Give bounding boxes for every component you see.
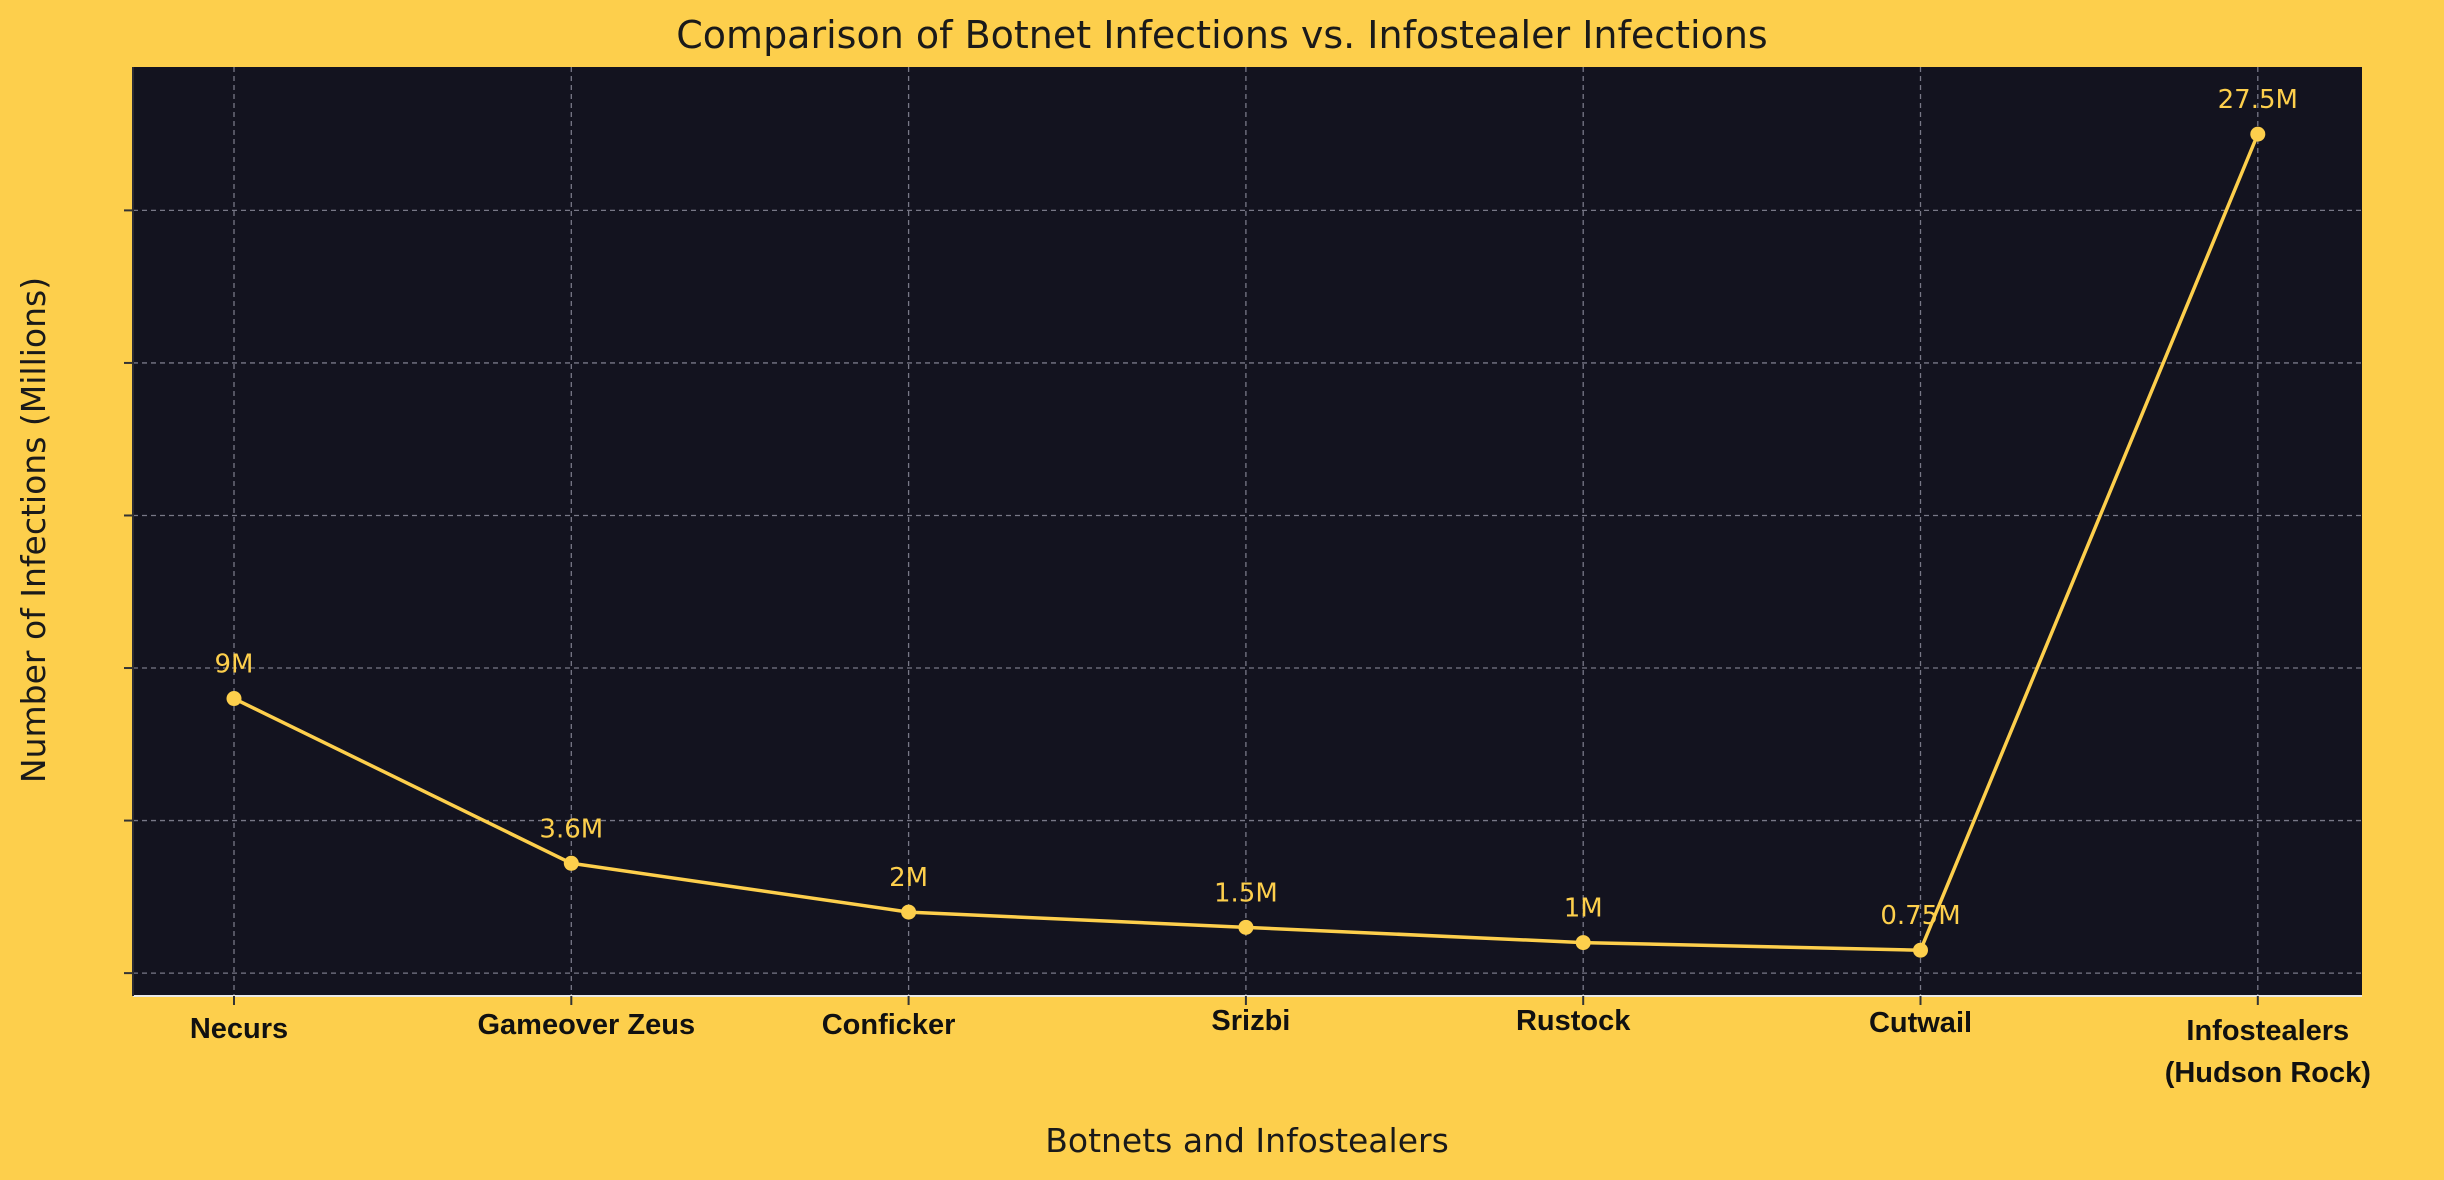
x-tick-labels: Necurs Gameover Zeus Conficker Srizbi Rustoc…	[190, 1005, 2371, 1089]
x-tick-label: (Hudson Rock)	[2165, 1057, 2371, 1089]
plot-area	[133, 67, 2362, 996]
data-label: 3.6M	[539, 814, 603, 844]
data-label: 0.75M	[1880, 901, 1960, 931]
data-point	[1238, 919, 1254, 935]
x-tick-label: Rustock	[1516, 1005, 1631, 1037]
x-tick-label: Necurs	[190, 1013, 288, 1045]
data-point	[901, 904, 917, 920]
data-label: 1.5M	[1214, 878, 1278, 908]
data-point	[2250, 126, 2266, 142]
x-tick-label: Gameover Zeus	[477, 1009, 695, 1041]
data-point	[1575, 935, 1591, 951]
x-tick-label: Infostealers	[2186, 1015, 2349, 1047]
data-label: 27.5M	[2218, 85, 2298, 115]
data-point	[1913, 942, 1928, 958]
data-label: 1M	[1564, 894, 1603, 924]
data-label: 2M	[889, 863, 928, 893]
grid	[133, 67, 2362, 996]
x-tick-label: Cutwail	[1869, 1007, 1972, 1039]
y-axis-label: Number of Infections (Millions)	[14, 277, 53, 783]
data-label: 9M	[215, 650, 254, 680]
axes	[124, 67, 2362, 1005]
x-tick-label: Conficker	[822, 1009, 956, 1041]
data-point	[563, 855, 579, 871]
x-tick-label: Srizbi	[1211, 1005, 1290, 1037]
chart-title: Comparison of Botnet Infections vs. Info…	[676, 13, 1767, 57]
data-labels: 9M 3.6M 2M 1.5M 1M 0.75M 27.5M	[215, 85, 2298, 931]
series-infections	[226, 126, 2266, 958]
data-point	[226, 691, 242, 707]
x-axis-label: Botnets and Infostealers	[1045, 1121, 1449, 1160]
